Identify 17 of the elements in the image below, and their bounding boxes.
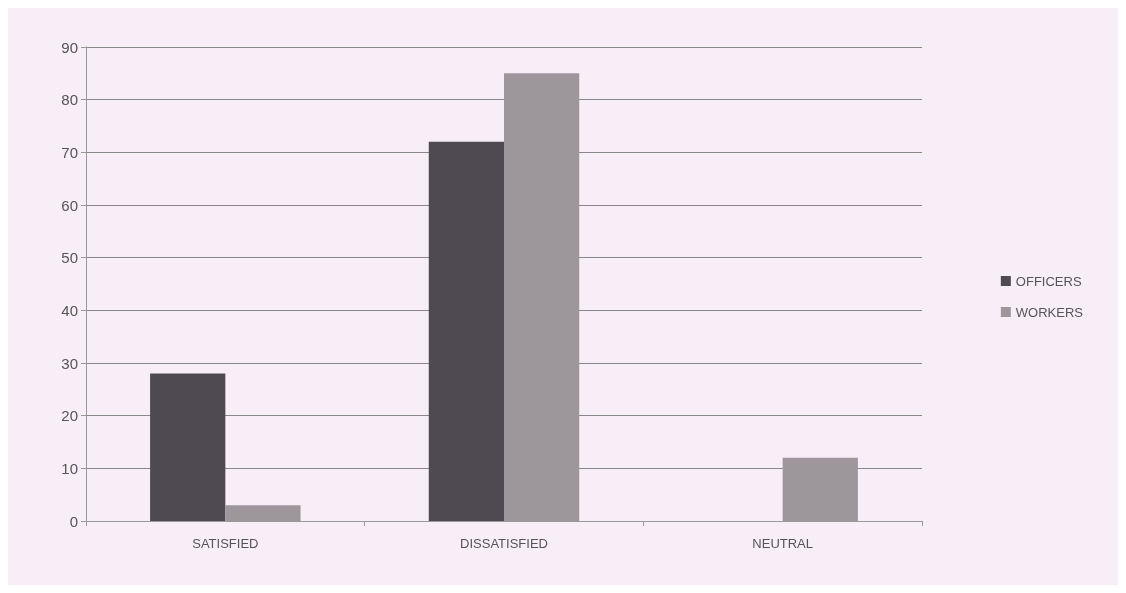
y-tick-label: 90 [61,38,78,56]
legend-label: WORKERS [1015,304,1084,320]
y-tick-label: 10 [61,459,78,477]
y-tick-label: 70 [61,143,78,161]
y-tick-label: 60 [61,196,78,214]
y-tick-label: 20 [61,407,78,425]
y-tick-label: 50 [61,249,78,267]
bar [150,373,226,521]
y-tick-label: 0 [69,512,78,530]
x-tick-label: DISSATISFIED [460,536,548,551]
legend-label: OFFICERS [1015,273,1082,289]
y-tick-label: 30 [61,354,78,372]
y-tick-label: 80 [61,91,78,109]
bar [428,141,504,521]
x-tick-label: NEUTRAL [752,536,814,551]
y-tick-label: 40 [61,301,78,319]
x-tick-label: SATISFIED [192,536,259,551]
